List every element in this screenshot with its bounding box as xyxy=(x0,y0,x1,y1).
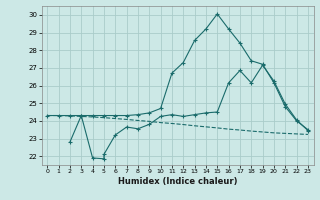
X-axis label: Humidex (Indice chaleur): Humidex (Indice chaleur) xyxy=(118,177,237,186)
